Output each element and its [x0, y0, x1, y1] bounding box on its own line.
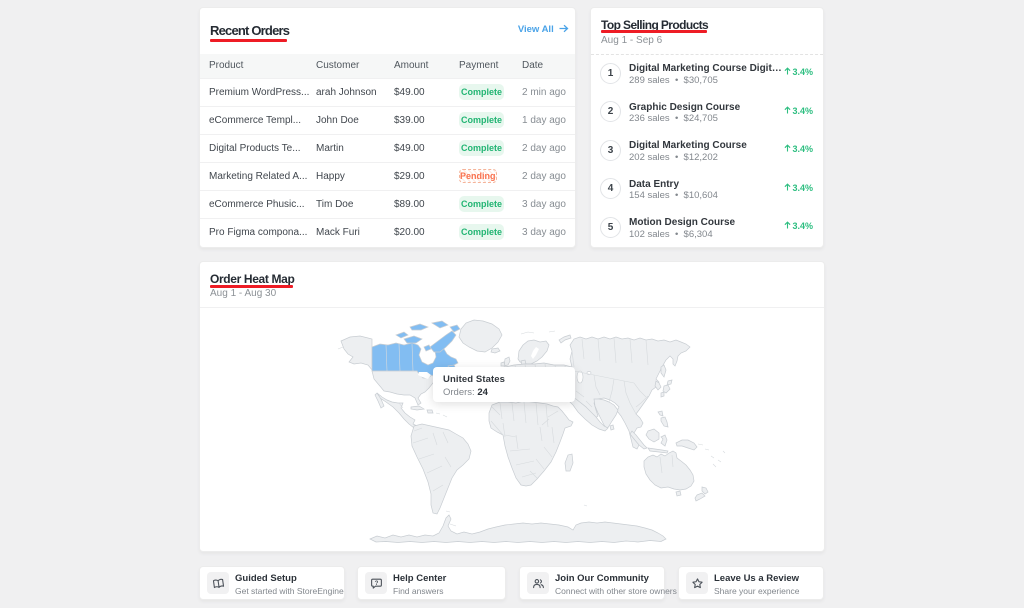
svg-text:?: ?	[374, 580, 378, 586]
